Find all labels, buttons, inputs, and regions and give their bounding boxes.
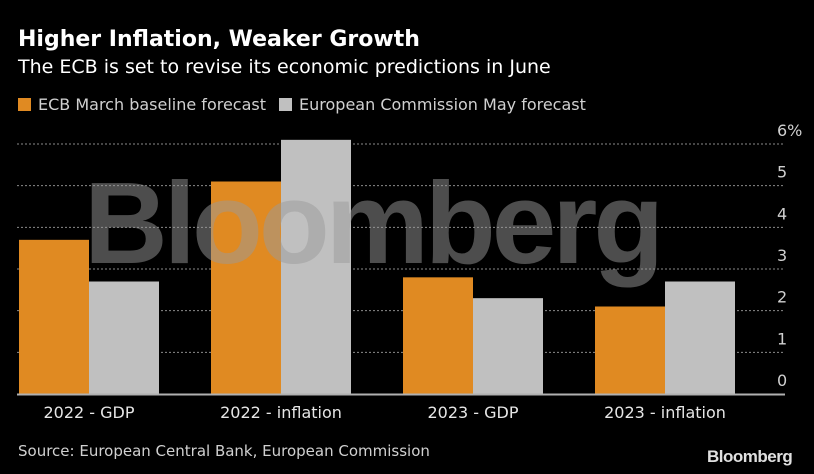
bar-ecb-2 [403,277,473,394]
legend-item-ec: European Commission May forecast [279,95,586,114]
chart-title: Higher Inflation, Weaker Growth [18,27,420,52]
x-category-label: 2023 - inflation [604,403,726,422]
bar-ecb-0 [19,239,89,394]
bar-ec-1 [281,139,351,394]
y-tick-label: 6% [777,121,802,140]
y-tick-label: 4 [777,204,787,223]
bloomberg-watermark: Bloomberg [84,158,660,288]
source-note: Source: European Central Bank, European … [18,442,430,460]
x-category-label: 2022 - inflation [220,403,342,422]
bar-ec-3 [665,281,735,394]
y-tick-label: 1 [777,329,787,348]
bloomberg-logo: Bloomberg [707,447,793,466]
bar-ecb-3 [595,306,665,394]
y-tick-label: 3 [777,246,787,265]
y-tick-label: 2 [777,288,787,307]
bars [19,139,735,394]
legend-swatch-ec [279,98,293,111]
legend: ECB March baseline forecast European Com… [18,95,599,114]
legend-label-ec: European Commission May forecast [299,95,586,114]
y-tick-label: 0 [777,371,787,390]
y-axis-ticks: 0 1 2 3 4 5 6% [777,121,802,390]
y-tick-label: 5 [777,163,787,182]
x-axis-labels: 2022 - GDP 2022 - inflation 2023 - GDP 2023… [43,403,725,422]
bar-ec-0 [89,281,159,394]
x-category-label: 2023 - GDP [427,403,518,422]
legend-swatch-ecb [18,98,31,111]
bar-ecb-1 [211,181,281,394]
chart-subtitle: The ECB is set to revise its economic pr… [18,56,551,78]
legend-label-ecb: ECB March baseline forecast [38,95,267,114]
bar-ec-2 [473,298,543,394]
legend-item-ecb: ECB March baseline forecast [18,95,266,114]
x-category-label: 2022 - GDP [43,403,134,422]
